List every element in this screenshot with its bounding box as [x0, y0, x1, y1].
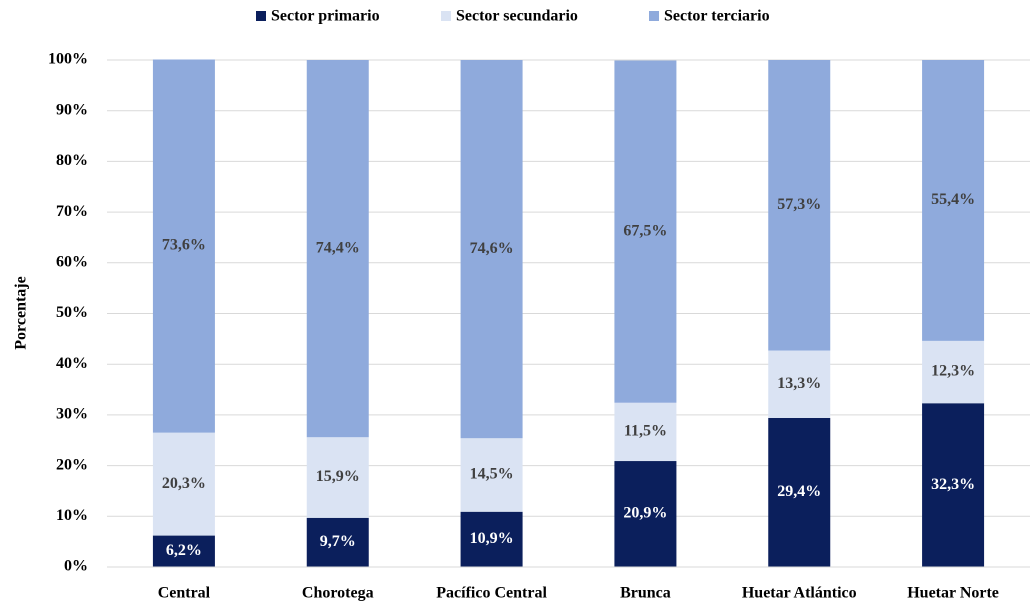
x-tick-label: Pacífico Central [436, 585, 547, 602]
value-label: 20,9% [623, 505, 667, 522]
y-axis-label: Porcentaje [13, 276, 30, 349]
bar-segment [614, 60, 677, 403]
value-label: 11,5% [624, 423, 667, 440]
x-tick-label: Huetar Norte [907, 585, 999, 602]
value-label: 10,9% [470, 530, 514, 547]
y-tick-label: 40% [56, 355, 88, 372]
legend-label: Sector secundario [456, 8, 578, 25]
y-tick-label: 10% [56, 507, 88, 524]
y-tick-label: 70% [56, 203, 88, 220]
value-label: 6,2% [166, 542, 202, 559]
x-tick-label: Central [158, 585, 211, 602]
value-label: 9,7% [320, 533, 356, 550]
value-label: 73,6% [162, 237, 206, 254]
bar-segment [614, 461, 677, 567]
legend-swatch [441, 11, 451, 21]
legend-swatch [256, 11, 266, 21]
y-tick-label: 80% [56, 152, 88, 169]
bar-segment [460, 438, 523, 512]
bar-segment [922, 403, 985, 567]
y-tick-label: 30% [56, 406, 88, 423]
bar-segment [306, 437, 369, 518]
value-label: 57,3% [777, 196, 821, 213]
bar-segment [306, 517, 369, 567]
bar-segment [306, 60, 369, 438]
legend-label: Sector primario [271, 8, 380, 25]
value-label: 29,4% [777, 483, 821, 500]
bar-segment [922, 340, 985, 404]
x-tick-label: Huetar Atlántico [742, 585, 857, 602]
y-tick-label: 20% [56, 456, 88, 473]
bar-segment [614, 402, 677, 462]
y-tick-label: 60% [56, 253, 88, 270]
bar-segment [768, 350, 831, 418]
bar-segment [152, 432, 215, 536]
bar-segment [460, 60, 523, 439]
x-tick-label: Chorotega [302, 585, 374, 602]
value-label: 55,4% [931, 191, 975, 208]
value-label: 20,3% [162, 475, 206, 492]
value-label: 32,3% [931, 476, 975, 493]
bar-segment [152, 59, 215, 433]
legend-label: Sector terciario [664, 8, 770, 25]
value-label: 13,3% [777, 375, 821, 392]
y-tick-label: 90% [56, 101, 88, 118]
x-tick-label: Brunca [620, 585, 671, 602]
bar-segment [922, 60, 985, 341]
bar-segment [768, 417, 831, 567]
value-label: 15,9% [316, 468, 360, 485]
value-label: 12,3% [931, 363, 975, 380]
y-tick-label: 100% [48, 51, 88, 68]
value-label: 14,5% [470, 466, 514, 483]
value-label: 67,5% [623, 222, 667, 239]
bar-segment [460, 511, 523, 567]
value-label: 74,6% [470, 240, 514, 257]
bar-segment [768, 60, 831, 351]
legend-swatch [649, 11, 659, 21]
y-tick-label: 50% [56, 304, 88, 321]
bar-segment [152, 535, 215, 567]
y-tick-label: 0% [64, 558, 88, 575]
value-label: 74,4% [316, 239, 360, 256]
